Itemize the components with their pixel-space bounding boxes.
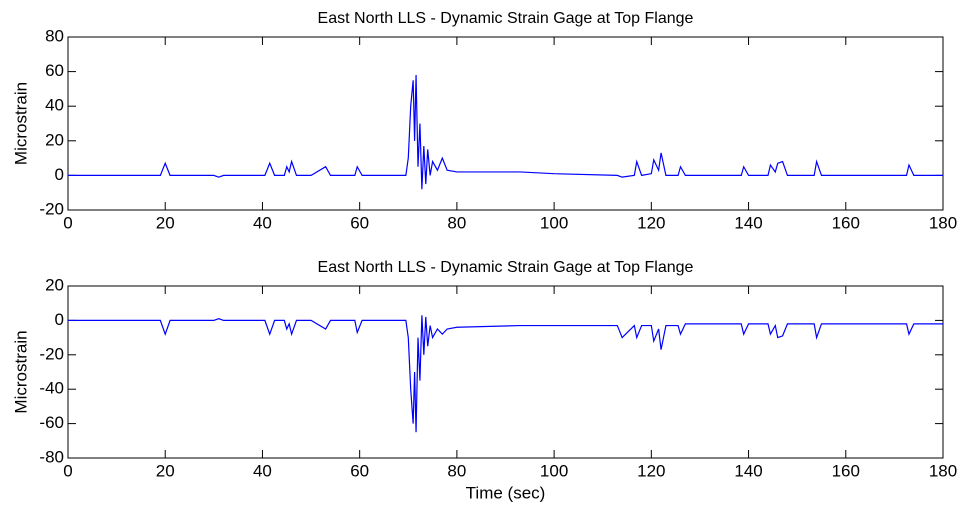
x-tick-label: 40: [253, 461, 272, 480]
x-axis-label: Time (sec): [466, 483, 546, 502]
y-tick-label: 20: [45, 275, 64, 294]
x-tick-label: 180: [929, 213, 957, 232]
signal-line: [68, 75, 943, 190]
y-axis-label: Microstrain: [11, 82, 30, 165]
y-tick-label: -40: [39, 379, 64, 398]
x-tick-label: 20: [156, 461, 175, 480]
y-axis-label: Microstrain: [11, 330, 30, 413]
x-tick-label: 60: [350, 461, 369, 480]
signal-line: [68, 315, 943, 433]
y-tick-label: 80: [45, 26, 64, 45]
y-tick-label: 40: [45, 96, 64, 115]
y-tick-label: 0: [55, 165, 64, 184]
x-tick-label: 40: [253, 213, 272, 232]
y-tick-label: -60: [39, 413, 64, 432]
chart-title: East North LLS - Dynamic Strain Gage at …: [318, 259, 694, 276]
x-tick-label: 80: [447, 213, 466, 232]
y-tick-label: -80: [39, 447, 64, 466]
y-tick-label: 20: [45, 130, 64, 149]
y-tick-label: -20: [39, 344, 64, 363]
x-tick-label: 80: [447, 461, 466, 480]
x-tick-label: 100: [540, 213, 568, 232]
x-tick-label: 20: [156, 213, 175, 232]
chart-title: East North LLS - Dynamic Strain Gage at …: [318, 10, 694, 27]
x-tick-label: 140: [734, 213, 762, 232]
x-tick-label: 140: [734, 461, 762, 480]
y-tick-label: -20: [39, 199, 64, 218]
x-tick-label: 100: [540, 461, 568, 480]
y-tick-label: 60: [45, 61, 64, 80]
x-tick-label: 0: [63, 213, 72, 232]
x-tick-label: 0: [63, 461, 72, 480]
x-tick-label: 120: [637, 213, 665, 232]
y-tick-label: 0: [55, 310, 64, 329]
x-tick-label: 160: [832, 213, 860, 232]
x-tick-label: 60: [350, 213, 369, 232]
x-tick-label: 160: [832, 461, 860, 480]
axes-frame: [67, 285, 944, 459]
x-tick-label: 180: [929, 461, 957, 480]
axes-frame: [67, 36, 944, 211]
x-tick-label: 120: [637, 461, 665, 480]
